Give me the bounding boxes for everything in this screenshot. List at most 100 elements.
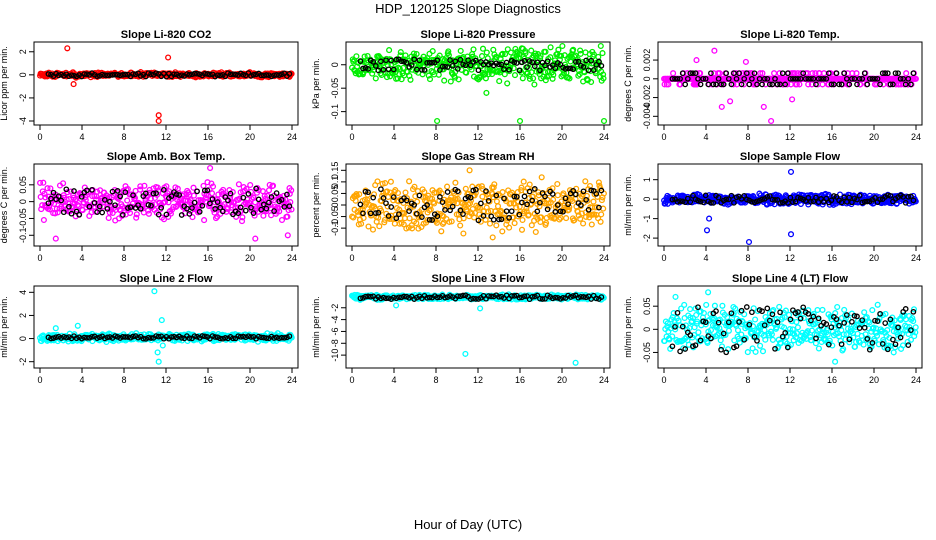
mean-point (562, 66, 569, 72)
mean-point (209, 196, 216, 202)
data-point (463, 69, 470, 76)
mean-point (278, 196, 285, 203)
data-point (220, 186, 227, 193)
mean-point (357, 201, 364, 208)
mean-point (749, 75, 755, 82)
data-point (494, 203, 502, 210)
mean-point (588, 57, 595, 64)
mean-point (882, 70, 889, 77)
data-point (910, 306, 918, 313)
chart-title: Slope Amb. Box Temp. (107, 151, 226, 163)
mean-point (764, 75, 771, 82)
data-point (713, 324, 720, 331)
x-tick-label: 8 (121, 253, 126, 263)
data-point (752, 348, 759, 355)
mean-point (122, 189, 129, 196)
mean-point (702, 192, 709, 199)
data-point (719, 302, 726, 309)
data-point (391, 220, 398, 227)
plot-frame (33, 41, 299, 126)
data-point (732, 70, 739, 77)
mean-point (148, 71, 154, 78)
mean-point (250, 71, 257, 78)
data-point (525, 211, 532, 218)
mean-point (725, 319, 732, 326)
data-point (903, 323, 910, 330)
x-tick-label: 12 (785, 132, 795, 142)
mean-point (884, 346, 891, 353)
data-point (542, 77, 549, 84)
mean-point (245, 191, 252, 197)
mean-point (813, 81, 819, 88)
data-point (413, 50, 420, 58)
mean-point (150, 190, 157, 197)
data-point (201, 217, 208, 224)
y-tick-label: 0 (18, 336, 28, 341)
y-tick-label: 0 (18, 199, 28, 204)
data-point (912, 75, 919, 82)
mean-point (260, 334, 267, 341)
data-point (840, 331, 847, 338)
mean-point (854, 81, 860, 88)
mean-point (284, 191, 290, 198)
mean-point (797, 315, 804, 322)
data-point (232, 204, 239, 211)
data-point (374, 178, 381, 185)
data-point (190, 184, 197, 191)
data-point (75, 203, 82, 210)
data-point (824, 331, 831, 338)
data-point (273, 208, 280, 215)
data-point (759, 348, 767, 355)
data-point (361, 53, 368, 60)
mean-point (470, 187, 477, 194)
mean-point (511, 59, 518, 66)
data-point (504, 80, 511, 87)
mean-point (598, 294, 605, 300)
x-tick-label: 0 (349, 253, 354, 263)
data-point (716, 316, 723, 323)
mean-point (184, 71, 190, 77)
mean-point (846, 81, 853, 88)
mean-point (902, 199, 909, 206)
mean-point (94, 209, 100, 215)
mean-point (877, 196, 883, 203)
mean-point (531, 63, 538, 70)
mean-point (782, 330, 789, 336)
mean-point (60, 333, 67, 340)
data-point (749, 345, 756, 352)
mean-point (385, 66, 392, 73)
mean-point (669, 196, 676, 203)
data-point (771, 70, 778, 77)
data-point (426, 76, 434, 83)
mean-point (258, 206, 265, 213)
mean-point (818, 75, 824, 82)
mean-point (864, 81, 871, 88)
mean-point (861, 324, 868, 331)
data-point (693, 311, 700, 319)
mean-point (874, 75, 881, 82)
data-point (38, 206, 45, 213)
data-point (554, 192, 561, 199)
data-point (595, 53, 602, 60)
mean-point (273, 190, 280, 196)
mean-point (173, 191, 180, 197)
data-point (60, 180, 67, 187)
y-tick-label: 0.05 (330, 185, 340, 203)
mean-point (496, 61, 502, 68)
data-point (454, 195, 461, 202)
x-tick-label: 24 (287, 132, 297, 142)
mean-point (442, 294, 448, 301)
mean-point (823, 75, 830, 82)
data-point (447, 78, 454, 85)
mean-point (838, 81, 845, 88)
data-point (356, 191, 363, 198)
data-point (141, 182, 148, 189)
mean-point (454, 188, 461, 195)
data-point (414, 198, 421, 205)
mean-point (849, 75, 855, 82)
outlier-point (462, 350, 469, 357)
outlier-point (569, 47, 576, 54)
mean-point (708, 335, 714, 342)
mean-point (580, 64, 587, 70)
mean-point (447, 207, 453, 214)
